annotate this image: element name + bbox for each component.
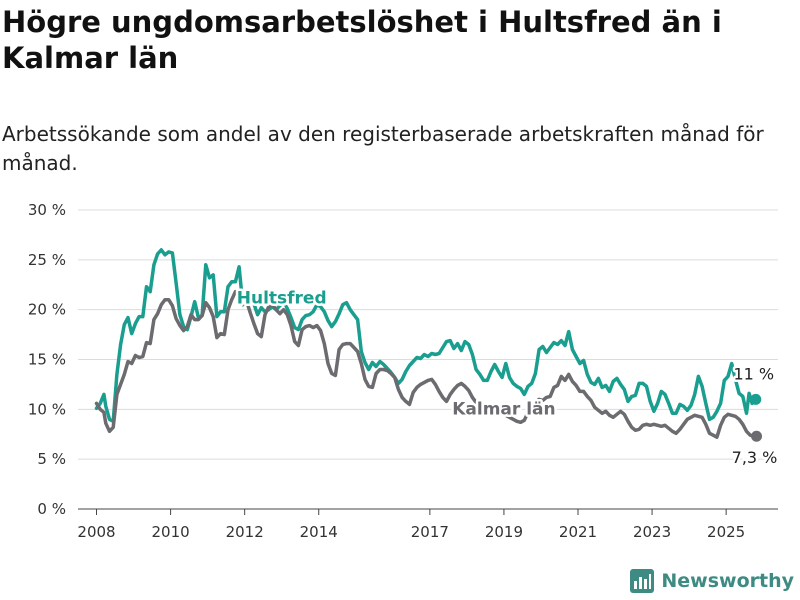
end-label-hultsfred-halo: 11 % (733, 364, 774, 383)
x-tick-label: 2014 (300, 523, 338, 541)
series-end-point (751, 430, 763, 442)
chart-subtitle: Arbetssökande som andel av den registerb… (2, 122, 764, 175)
x-tick-label: 2012 (226, 523, 264, 541)
series-label-kalmar-lan: Kalmar län (452, 399, 555, 419)
y-tick-label: 10 % (28, 400, 66, 418)
x-tick-label: 2019 (485, 523, 523, 541)
newsworthy-icon (630, 569, 655, 593)
axes: 0 % 5 % 10 % 15 % 20 % 25 % 30 % 2008 2010 2012 20… (28, 201, 745, 541)
series-line-hultsfred (94, 248, 758, 424)
x-tick-label: 2008 (77, 523, 115, 541)
y-tick-label: 0 % (37, 500, 66, 518)
x-tick-label: 2021 (559, 523, 597, 541)
series-lines (94, 248, 763, 442)
brand-name: Newsworthy (661, 570, 794, 592)
chart-title: Högre ungdomsarbetslöshet i Hultsfred än… (2, 5, 722, 75)
series-line-kalmar-lan (94, 289, 759, 439)
x-tick-label: 2010 (151, 523, 189, 541)
end-label-hultsfred: 11 % (733, 364, 774, 383)
x-tick-label: 2023 (633, 523, 671, 541)
y-tick-label: 20 % (28, 301, 66, 319)
y-tick-label: 30 % (28, 201, 66, 219)
series-label-hultsfred: Hultsfred (237, 289, 327, 309)
end-label-kalmar-lan: 7,3 % (732, 448, 778, 467)
x-tick-label: 2025 (707, 523, 745, 541)
grid-lines (78, 209, 778, 510)
y-tick-label: 5 % (37, 450, 66, 468)
y-tick-label: 25 % (28, 251, 66, 269)
y-tick-label: 15 % (28, 351, 66, 369)
series-end-point (750, 393, 762, 405)
brand-logo: Newsworthy (629, 568, 794, 594)
x-tick-label: 2017 (411, 523, 449, 541)
series-label-hultsfred-halo: Hultsfred (237, 289, 327, 309)
line-chart: 0 % 5 % 10 % 15 % 20 % 25 % 30 % 2008 2010 2012 20… (28, 201, 780, 541)
end-label-kalmar-lan-halo: 7,3 % (732, 448, 778, 467)
series-label-kalmar-lan-halo: Kalmar län (452, 399, 555, 419)
